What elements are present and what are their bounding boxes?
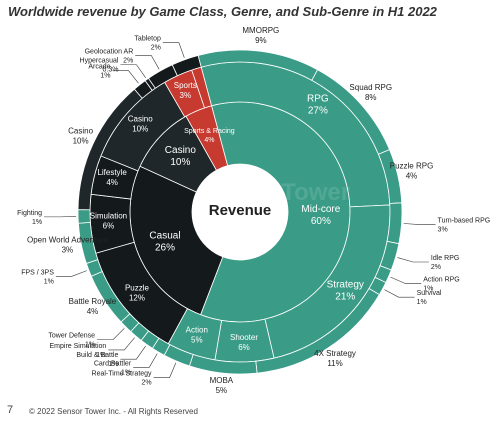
wedge-subgenre-tabletop xyxy=(171,55,202,77)
pct-genre-sports: 3% xyxy=(180,91,192,100)
pct-subgenre-squad-rpg: 8% xyxy=(365,93,377,102)
label-genre-shooter: Shooter xyxy=(230,333,258,342)
pct-callout-turn-based-rpg: 3% xyxy=(438,227,448,234)
copyright-text: © 2022 Sensor Tower Inc. - All Rights Re… xyxy=(29,407,198,416)
label-callout-survival: Survival xyxy=(417,290,442,297)
pct-genre-puzzle: 12% xyxy=(129,294,145,303)
pct-class-mid-core: 60% xyxy=(311,216,331,227)
label-class-casino: Casino xyxy=(165,145,197,156)
leader-line-card-battler xyxy=(133,353,158,368)
pct-callout-action-rpg: 1% xyxy=(423,285,433,292)
label-subgenre-casino: Casino xyxy=(68,126,93,135)
label-subgenre-battle-royale: Battle Royale xyxy=(69,297,117,306)
label-genre-rpg: RPG xyxy=(307,93,329,104)
pct-subgenre-mmorpg: 9% xyxy=(255,36,267,45)
pct-genre-simulation: 6% xyxy=(103,222,115,231)
pct-callout-fps-3ps: 1% xyxy=(44,278,54,285)
pct-callout-idle-rpg: 2% xyxy=(431,264,441,271)
pct-callout-card-battler: 1% xyxy=(121,369,131,376)
leader-line-empire-simulation xyxy=(108,337,135,351)
pct-subgenre-moba: 5% xyxy=(216,386,228,395)
leader-line-action-rpg xyxy=(390,276,422,284)
label-subgenre-mmorpg: MMORPG xyxy=(242,26,279,35)
label-callout-fighting: Fighting xyxy=(17,210,42,217)
label-subgenre-open-world-adventure: Open World Adventure xyxy=(27,235,108,244)
pct-callout-geolocation-ar: 2% xyxy=(123,57,133,64)
label-genre-action: Action xyxy=(186,326,208,335)
label-callout-idle-rpg: Idle RPG xyxy=(431,255,459,262)
label-subgenre-squad-rpg: Squad RPG xyxy=(349,83,392,92)
leader-line-arcade xyxy=(112,70,139,84)
pct-genre-action: 5% xyxy=(191,336,203,345)
pct-callout-fighting: 1% xyxy=(32,219,42,226)
pct-callout-tabletop: 2% xyxy=(151,45,161,52)
footer: 7 © 2022 Sensor Tower Inc. - All Rights … xyxy=(7,404,307,420)
pct-genre-casino: 10% xyxy=(132,125,148,134)
pct-genre-strategy: 21% xyxy=(335,292,355,303)
label-callout-arcade: Arcade xyxy=(88,64,110,71)
label-callout-build-battle: Build & Battle xyxy=(76,352,118,359)
pct-subgenre-casino: 10% xyxy=(73,136,89,145)
label-callout-hypercasual: Hypercasual xyxy=(80,58,119,65)
label-callout-card-battler: Card Battler xyxy=(94,360,132,367)
pct-callout-real-time-strategy: 2% xyxy=(141,380,151,387)
label-class-mid-core: Mid-core xyxy=(301,204,340,215)
pct-callout-survival: 1% xyxy=(417,299,427,306)
pct-callout-tower-defense: 1% xyxy=(85,342,95,349)
pct-callout-build-battle: 1% xyxy=(108,361,118,368)
pct-genre-shooter: 6% xyxy=(238,343,250,352)
leader-line-build-battle xyxy=(120,345,146,360)
pct-subgenre-4x-strategy: 11% xyxy=(327,359,342,368)
leader-line-tabletop xyxy=(162,42,185,58)
page-number: 7 xyxy=(7,404,14,416)
chart-title: Worldwide revenue by Game Class, Genre, … xyxy=(8,4,437,19)
label-genre-lifestyle: Lifestyle xyxy=(97,168,127,177)
leader-line-idle-rpg xyxy=(397,257,429,263)
label-genre-simulation: Simulation xyxy=(90,212,127,221)
leader-line-hypercasual xyxy=(120,64,146,79)
label-callout-geolocation-ar: Geolocation AR xyxy=(85,48,134,55)
label-subgenre-moba: MOBA xyxy=(210,376,234,385)
center-label: Revenue xyxy=(209,202,272,219)
label-callout-real-time-strategy: Real-Time Strategy xyxy=(92,371,153,378)
label-genre-puzzle: Puzzle xyxy=(125,284,150,293)
label-callout-empire-simulation: Empire Simulation xyxy=(50,343,107,350)
pct-subgenre-puzzle-rpg: 4% xyxy=(406,172,418,181)
label-callout-action-rpg: Action RPG xyxy=(423,276,460,283)
leader-line-fps-3ps xyxy=(55,270,87,277)
pct-genre-rpg: 27% xyxy=(308,105,328,116)
pct-callout-arcade: 1% xyxy=(100,73,110,80)
pct-callout-hypercasual: 0.3% xyxy=(103,67,119,74)
leader-line-geolocation-ar xyxy=(135,55,160,70)
label-callout-tabletop: Tabletop xyxy=(134,36,161,43)
label-callout-tower-defense: Tower Defense xyxy=(48,333,95,340)
leader-line-tower-defense xyxy=(97,328,125,340)
leader-line-survival xyxy=(384,289,415,298)
pct-callout-empire-simulation: 1% xyxy=(96,352,106,359)
label-genre-casino: Casino xyxy=(128,115,153,124)
label-callout-turn-based-rpg: Turn-based RPG xyxy=(438,218,491,225)
pct-genre-lifestyle: 4% xyxy=(106,178,118,187)
leader-line-real-time-strategy xyxy=(153,362,177,378)
pct-class-casino: 10% xyxy=(170,157,190,168)
label-callout-fps-3ps: FPS / 3PS xyxy=(21,269,54,276)
label-subgenre-4x-strategy: 4X Strategy xyxy=(314,349,356,358)
wedge-subgenre-fighting xyxy=(77,209,91,224)
pct-subgenre-battle-royale: 4% xyxy=(87,307,99,316)
pct-subgenre-open-world-adventure: 3% xyxy=(62,245,74,254)
watermark: SensorTower xyxy=(200,179,350,206)
pct-class-casual: 26% xyxy=(155,243,175,254)
pct-class-sports-racing: 4% xyxy=(204,137,214,144)
label-class-sports-racing: Sports & Racing xyxy=(184,128,235,135)
label-genre-strategy: Strategy xyxy=(327,280,364,291)
label-subgenre-puzzle-rpg: Puzzle RPG xyxy=(390,162,434,171)
label-genre-sports: Sports xyxy=(174,81,197,90)
label-class-casual: Casual xyxy=(149,231,180,242)
leader-line-turn-based-rpg xyxy=(403,223,436,225)
